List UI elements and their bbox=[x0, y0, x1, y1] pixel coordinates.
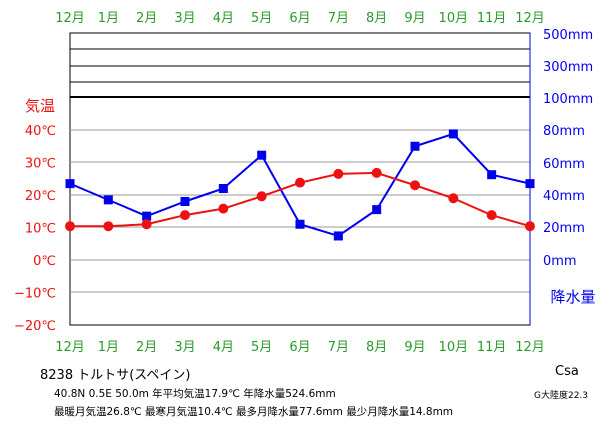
month-label: 4月 bbox=[213, 340, 234, 355]
precipitation-point bbox=[218, 184, 228, 193]
month-label: 8月 bbox=[366, 11, 387, 26]
temperature-tick-label: 30℃ bbox=[25, 157, 56, 172]
precipitation-axis: 500mm 300mm 100mm 80mm 60mm 40mm 20mm 0mm 降水量 bbox=[543, 28, 596, 306]
month-label: 2月 bbox=[136, 340, 157, 355]
precipitation-point bbox=[142, 211, 152, 221]
station-name: 8238 トルトサ(スペイン) bbox=[40, 368, 191, 383]
temperature-series bbox=[65, 167, 535, 232]
precipitation-series bbox=[65, 129, 535, 241]
top-month-labels: 12月 1月 2月 3月 4月 5月 6月 7月 8月 9月 10月 11月 12月 bbox=[55, 11, 545, 26]
precipitation-tick-label: 300mm bbox=[543, 60, 593, 75]
month-label: 5月 bbox=[251, 340, 272, 355]
precipitation-tick-label: 0mm bbox=[543, 254, 577, 269]
temperature-point bbox=[65, 221, 75, 232]
temperature-point bbox=[333, 168, 344, 179]
temperature-point bbox=[103, 221, 114, 232]
precipitation-tick-label: 500mm bbox=[543, 28, 593, 43]
month-label: 9月 bbox=[404, 340, 425, 355]
month-label: 7月 bbox=[328, 11, 349, 26]
temperature-tick-label: 20℃ bbox=[25, 189, 56, 204]
temperature-tick-label: 40℃ bbox=[25, 124, 56, 139]
month-label: 2月 bbox=[136, 11, 157, 26]
precipitation-point bbox=[448, 129, 458, 139]
precipitation-tick-label: 100mm bbox=[543, 92, 593, 107]
temperature-point bbox=[295, 177, 305, 188]
temperature-point bbox=[410, 180, 420, 191]
temperature-point bbox=[525, 221, 535, 232]
station-coordinates: 40.8N 0.5E 50.0m 年平均気温17.9℃ 年降水量524.6mm bbox=[54, 388, 336, 400]
month-label: 9月 bbox=[404, 11, 425, 26]
precipitation-axis-title: 降水量 bbox=[550, 288, 595, 306]
month-label: 12月 bbox=[515, 340, 545, 355]
month-label: 11月 bbox=[477, 11, 507, 26]
precipitation-tick-label: 60mm bbox=[543, 157, 585, 172]
bottom-month-labels: 12月 1月 2月 3月 4月 5月 6月 7月 8月 9月 10月 11月 12月 bbox=[55, 340, 545, 355]
precipitation-point bbox=[65, 179, 75, 189]
precipitation-point bbox=[333, 231, 343, 241]
precipitation-point bbox=[487, 170, 497, 180]
month-label: 4月 bbox=[213, 11, 234, 26]
precipitation-point bbox=[295, 219, 305, 229]
month-label: 11月 bbox=[477, 340, 507, 355]
temperature-axis-title: 気温 bbox=[25, 97, 55, 115]
month-label: 7月 bbox=[328, 340, 349, 355]
month-label: 1月 bbox=[98, 340, 119, 355]
temperature-point bbox=[256, 191, 267, 202]
temperature-point bbox=[448, 193, 459, 204]
station-extremes: 最暖月気温26.8℃ 最寒月気温10.4℃ 最多月降水量77.6mm 最少月降水… bbox=[54, 406, 454, 418]
month-label: 5月 bbox=[251, 11, 272, 26]
precipitation-point bbox=[180, 197, 190, 206]
temperature-point bbox=[486, 210, 497, 221]
temperature-tick-label: −20℃ bbox=[14, 319, 56, 334]
precipitation-point bbox=[525, 179, 535, 189]
month-label: 12月 bbox=[515, 11, 545, 26]
month-label: 8月 bbox=[366, 340, 387, 355]
precipitation-tick-label: 80mm bbox=[543, 124, 585, 139]
precipitation-point bbox=[372, 205, 382, 215]
month-label: 12月 bbox=[55, 11, 85, 26]
continentality-index: G大陸度22.3 bbox=[534, 391, 589, 401]
month-label: 1月 bbox=[98, 11, 119, 26]
month-label: 3月 bbox=[174, 340, 195, 355]
climate-code: Csa bbox=[555, 364, 579, 379]
temperature-point bbox=[371, 167, 382, 178]
temperature-tick-label: 10℃ bbox=[25, 222, 56, 237]
month-label: 6月 bbox=[289, 340, 310, 355]
temperature-tick-label: 0℃ bbox=[33, 254, 56, 269]
month-label: 10月 bbox=[439, 340, 469, 355]
precipitation-tick-label: 40mm bbox=[543, 189, 585, 204]
temperature-axis: 気温 40℃ 30℃ 20℃ 10℃ 0℃ −10℃ −20℃ bbox=[14, 97, 56, 334]
month-label: 6月 bbox=[289, 11, 310, 26]
temperature-point bbox=[180, 210, 190, 221]
precipitation-point bbox=[103, 195, 113, 205]
precipitation-point bbox=[257, 150, 267, 160]
precipitation-tick-label: 20mm bbox=[543, 221, 585, 236]
month-label: 12月 bbox=[55, 340, 85, 355]
month-label: 10月 bbox=[439, 11, 469, 26]
month-label: 3月 bbox=[174, 11, 195, 26]
temperature-tick-label: −10℃ bbox=[14, 287, 56, 302]
precipitation-point bbox=[410, 141, 420, 151]
temperature-point bbox=[141, 219, 152, 230]
temperature-point bbox=[218, 203, 229, 214]
